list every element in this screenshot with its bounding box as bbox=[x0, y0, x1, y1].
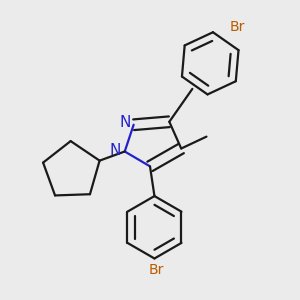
Text: N: N bbox=[120, 116, 131, 130]
Text: N: N bbox=[110, 143, 121, 158]
Text: Br: Br bbox=[230, 20, 245, 34]
Text: Br: Br bbox=[148, 263, 164, 277]
